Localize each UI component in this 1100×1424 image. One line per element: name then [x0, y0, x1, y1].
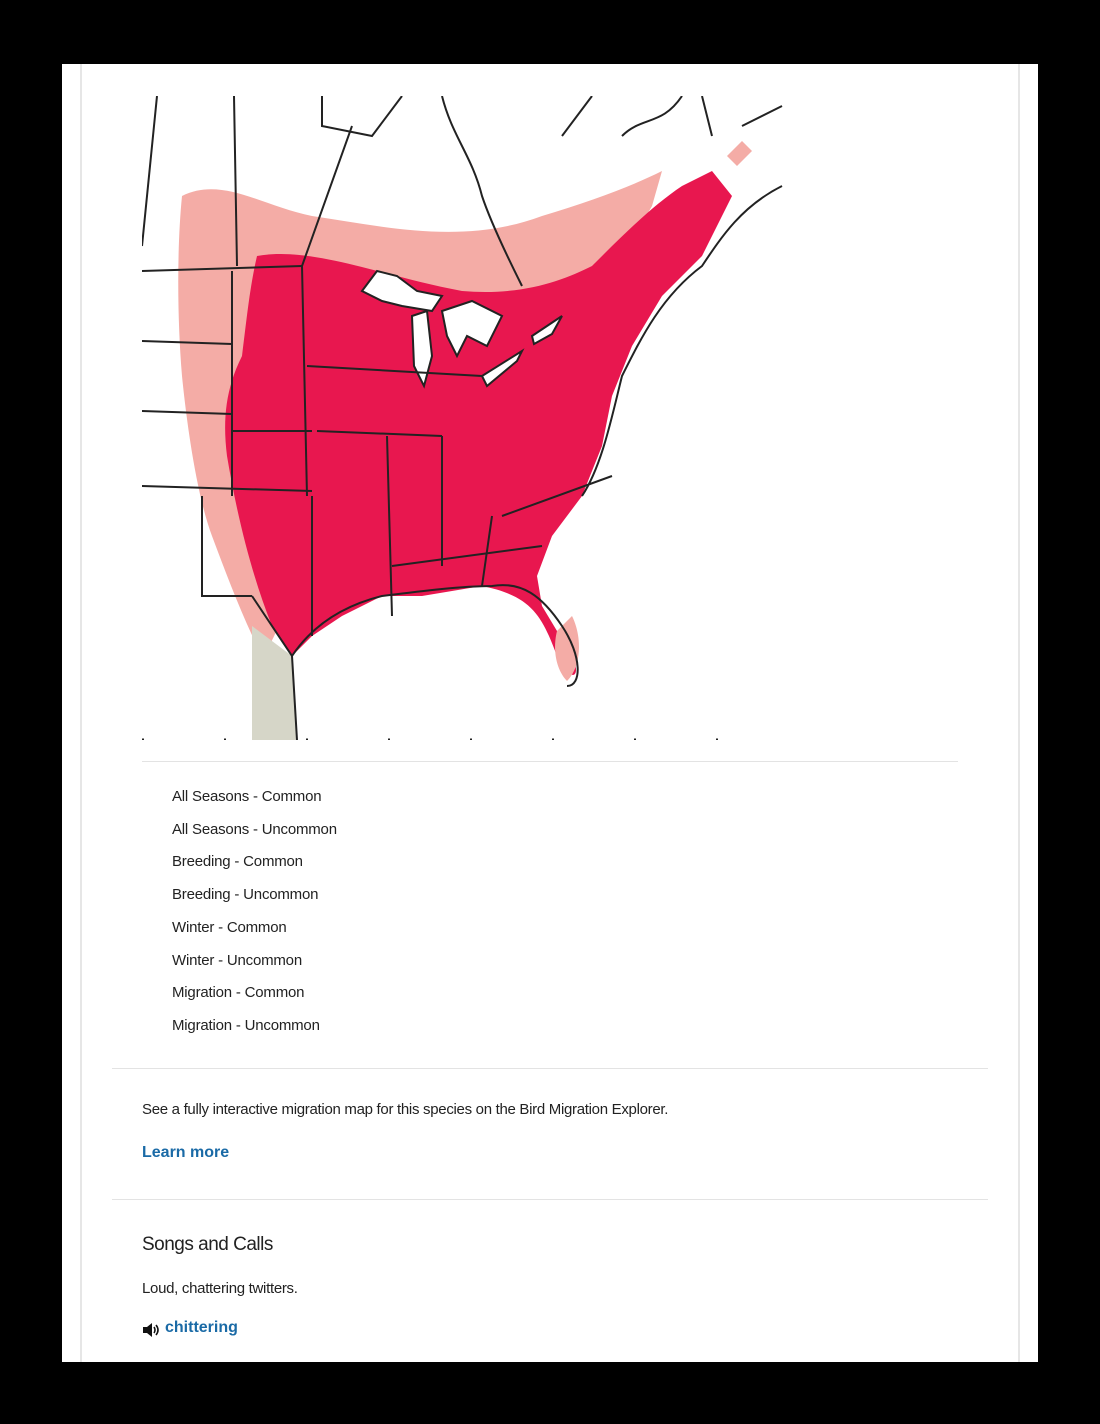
legend-item: Breeding - Common: [172, 853, 303, 871]
rail: [80, 64, 82, 1362]
legend-item: Winter - Uncommon: [172, 951, 302, 969]
divider: [112, 1068, 988, 1069]
legend-item: Breeding - Uncommon: [172, 886, 319, 904]
learn-more-link[interactable]: Learn more: [142, 1144, 230, 1161]
divider: [112, 1199, 988, 1200]
legend-item: All Seasons - Common: [172, 788, 322, 805]
speaker-icon: [143, 1323, 159, 1337]
rail: [1018, 64, 1020, 1362]
section-heading: Songs and Calls: [142, 1234, 273, 1255]
legend-item: Migration - Uncommon: [172, 1016, 320, 1034]
migration-text: See a fully interactive migration map fo…: [142, 1101, 669, 1118]
legend-item: All Seasons - Uncommon: [172, 820, 337, 838]
content-card: All Seasons - Common All Seasons - Uncomm…: [62, 64, 1038, 1362]
legend-item: Winter - Common: [172, 918, 287, 936]
song-description: Loud, chattering twitters.: [142, 1280, 298, 1297]
legend-item: Migration - Common: [172, 984, 305, 1002]
divider: [142, 761, 958, 762]
range-map: [142, 96, 788, 740]
audio-link[interactable]: chittering: [165, 1319, 238, 1336]
